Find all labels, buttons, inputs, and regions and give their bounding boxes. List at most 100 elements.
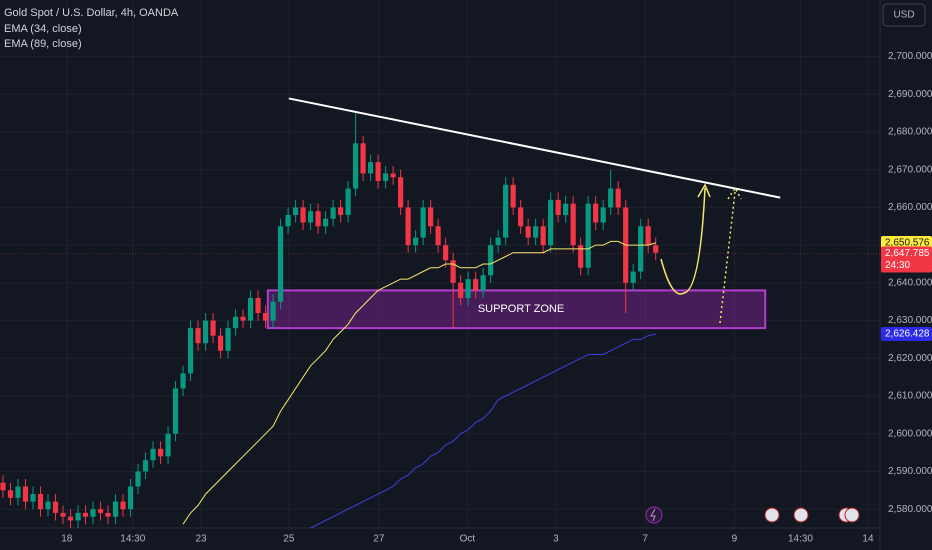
candle-body bbox=[563, 203, 569, 215]
chart-title: Gold Spot / U.S. Dollar, 4h, OANDA bbox=[4, 7, 179, 19]
countdown: 24:30 bbox=[885, 260, 910, 271]
candle-body bbox=[345, 188, 351, 215]
event-icon[interactable] bbox=[645, 506, 663, 524]
candle-body bbox=[600, 207, 606, 223]
x-tick-label: 14:30 bbox=[788, 534, 813, 545]
candle-body bbox=[398, 177, 404, 208]
candle-body bbox=[45, 501, 51, 510]
candle-body bbox=[300, 207, 306, 223]
projection-dotted bbox=[719, 191, 736, 324]
trendline bbox=[288, 97, 781, 199]
candle-body bbox=[277, 226, 284, 302]
arrow-head bbox=[727, 186, 742, 200]
candle-body bbox=[495, 237, 501, 246]
price-tag-label: 2,650.576 bbox=[885, 238, 930, 249]
price-tag bbox=[881, 246, 932, 273]
candle-body bbox=[15, 486, 21, 498]
flag-icon[interactable] bbox=[844, 507, 860, 523]
price-tag-label: 2,647.785 bbox=[885, 248, 930, 259]
price-tag-label: 2,626.428 bbox=[885, 329, 930, 340]
flag-icon[interactable] bbox=[764, 507, 780, 523]
candle-body bbox=[187, 328, 194, 374]
y-tick-label: 2,640.000 bbox=[888, 277, 932, 288]
candle-body bbox=[435, 226, 441, 246]
candle-body bbox=[390, 173, 396, 178]
x-tick-label: 14 bbox=[862, 534, 874, 545]
candle-body bbox=[518, 207, 524, 227]
candle-body bbox=[570, 203, 576, 246]
price-tag bbox=[881, 235, 932, 250]
x-tick-label: 23 bbox=[195, 534, 207, 545]
candle-body bbox=[503, 184, 509, 238]
lightning bbox=[650, 508, 656, 522]
candle-body bbox=[37, 494, 44, 510]
ema-line bbox=[310, 333, 656, 529]
candle-body bbox=[112, 501, 119, 517]
flag-icon[interactable] bbox=[793, 507, 809, 523]
candle-body bbox=[630, 271, 636, 283]
candle-body bbox=[653, 245, 659, 253]
y-tick-label: 2,630.000 bbox=[888, 315, 932, 326]
candle-body bbox=[225, 328, 231, 351]
candle-body bbox=[217, 335, 224, 351]
y-tick-label: 2,670.000 bbox=[888, 164, 932, 175]
candle-body bbox=[615, 188, 621, 208]
candle-body bbox=[97, 509, 104, 513]
currency-button[interactable] bbox=[882, 3, 926, 27]
y-tick-label: 2,660.000 bbox=[888, 202, 932, 213]
candle-body bbox=[525, 226, 531, 238]
candle-body bbox=[105, 512, 111, 517]
projection-curve bbox=[660, 187, 706, 295]
candle-body bbox=[368, 162, 374, 174]
candle-body bbox=[458, 282, 464, 298]
candle-body bbox=[255, 297, 261, 314]
x-tick-label: 7 bbox=[642, 534, 648, 545]
candle-body bbox=[413, 237, 419, 246]
candle-body bbox=[52, 501, 59, 513]
candle-body bbox=[450, 260, 456, 283]
candle-body bbox=[443, 245, 449, 261]
candle-body bbox=[337, 207, 344, 215]
candle-body bbox=[195, 328, 201, 344]
arrow-head bbox=[697, 183, 711, 198]
x-tick-label: 9 bbox=[732, 534, 738, 545]
x-tick-label: 3 bbox=[553, 534, 559, 545]
candle-body bbox=[330, 207, 336, 219]
zone-label: SUPPORT ZONE bbox=[478, 303, 564, 315]
currency[interactable]: USD bbox=[893, 10, 914, 21]
price-tag bbox=[881, 327, 932, 342]
candle-body bbox=[585, 203, 591, 268]
candle-body bbox=[262, 313, 269, 321]
candle-body bbox=[60, 512, 66, 517]
candle-body bbox=[353, 143, 359, 189]
y-tick-label: 2,580.000 bbox=[888, 504, 932, 515]
y-tick-label: 2,600.000 bbox=[888, 428, 932, 439]
candle-body bbox=[383, 173, 389, 182]
candle-body bbox=[428, 207, 434, 227]
candle-body bbox=[180, 373, 186, 389]
x-tick-label: 18 bbox=[61, 534, 73, 545]
candle-body bbox=[360, 143, 366, 174]
ema-line bbox=[182, 240, 656, 525]
candle-body bbox=[465, 279, 471, 298]
candle-body bbox=[548, 199, 554, 246]
candle-body bbox=[270, 301, 276, 321]
candle-body bbox=[210, 320, 216, 336]
candle-body bbox=[292, 207, 299, 215]
candle-body bbox=[473, 279, 479, 291]
candle-body bbox=[247, 297, 254, 321]
candle-body bbox=[533, 226, 539, 238]
candle-body bbox=[202, 320, 209, 344]
candle-body bbox=[75, 512, 81, 521]
candle-body bbox=[7, 490, 14, 498]
candle-body bbox=[488, 245, 494, 276]
candle-body bbox=[30, 494, 36, 502]
candle-body bbox=[420, 207, 426, 238]
candle-body bbox=[150, 448, 156, 461]
candle-body bbox=[67, 516, 74, 521]
y-tick-label: 2,620.000 bbox=[888, 353, 932, 364]
y-tick-label: 2,590.000 bbox=[888, 466, 932, 477]
candle-body bbox=[578, 245, 584, 268]
candle-body bbox=[540, 226, 546, 246]
